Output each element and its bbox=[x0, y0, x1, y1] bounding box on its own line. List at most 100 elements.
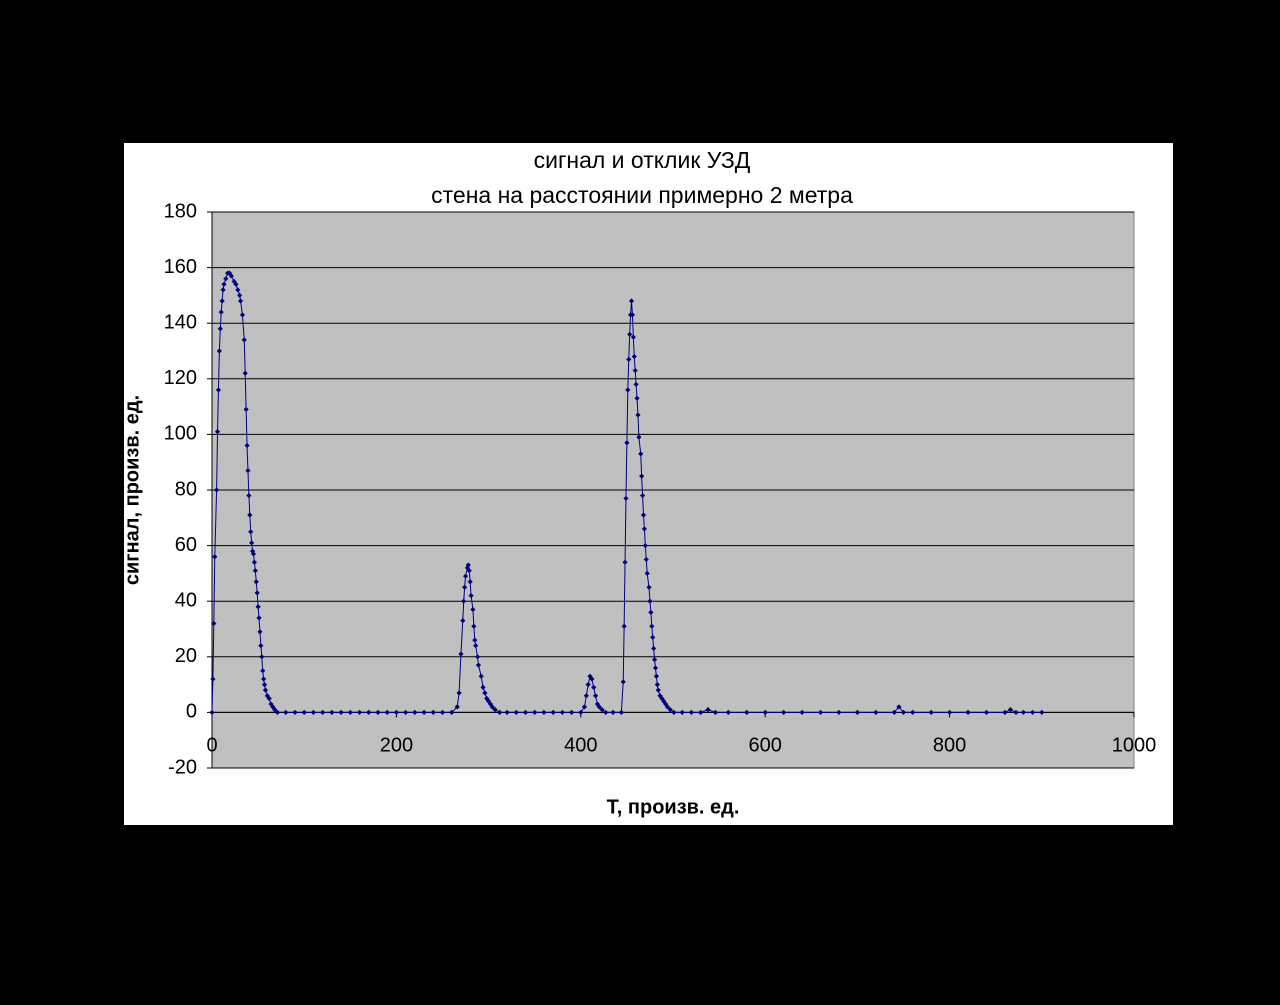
data-point bbox=[421, 709, 427, 715]
y-tick-label: 180 bbox=[164, 200, 197, 222]
data-point bbox=[492, 707, 498, 713]
data-point bbox=[347, 709, 353, 715]
y-tick-label: 120 bbox=[164, 367, 197, 389]
data-point bbox=[320, 709, 326, 715]
data-point bbox=[248, 529, 254, 535]
data-point bbox=[854, 709, 860, 715]
data-point bbox=[249, 548, 256, 554]
data-point bbox=[274, 709, 281, 715]
data-point bbox=[462, 584, 468, 590]
data-point bbox=[430, 709, 436, 715]
data-point bbox=[799, 709, 805, 715]
data-point bbox=[211, 620, 217, 627]
data-point bbox=[624, 440, 630, 446]
data-point bbox=[246, 492, 252, 499]
data-point bbox=[215, 387, 222, 393]
data-point bbox=[487, 701, 494, 707]
data-point bbox=[214, 429, 221, 435]
data-point bbox=[480, 684, 486, 690]
y-tick-label: -20 bbox=[168, 756, 197, 778]
data-point bbox=[489, 704, 495, 710]
data-point bbox=[242, 370, 248, 376]
data-point bbox=[596, 704, 602, 710]
data-point bbox=[659, 695, 665, 702]
data-point bbox=[482, 690, 488, 696]
y-tick-label: 60 bbox=[175, 534, 197, 556]
data-point bbox=[628, 298, 635, 304]
data-point bbox=[625, 387, 631, 393]
data-point bbox=[653, 673, 660, 679]
data-point bbox=[513, 709, 519, 715]
data-point bbox=[644, 570, 650, 576]
data-point bbox=[632, 367, 638, 374]
data-point bbox=[262, 687, 269, 693]
data-point bbox=[873, 709, 879, 715]
data-point bbox=[472, 637, 478, 643]
data-point bbox=[688, 709, 695, 715]
data-point bbox=[252, 568, 258, 574]
data-point bbox=[212, 554, 218, 560]
x-tick-label: 600 bbox=[749, 734, 782, 756]
data-point bbox=[214, 487, 220, 493]
data-point bbox=[258, 643, 264, 649]
data-point bbox=[651, 645, 657, 652]
data-point bbox=[762, 709, 768, 715]
data-point bbox=[504, 709, 510, 715]
data-point bbox=[900, 709, 907, 715]
data-point bbox=[251, 559, 258, 565]
data-point bbox=[254, 590, 260, 596]
data-point bbox=[470, 606, 476, 613]
data-point bbox=[221, 281, 227, 287]
data-point bbox=[465, 562, 471, 568]
data-point bbox=[233, 281, 239, 287]
data-point bbox=[652, 665, 659, 671]
data-point bbox=[1039, 709, 1045, 715]
data-point bbox=[581, 704, 588, 710]
x-tick-label: 1000 bbox=[1112, 734, 1157, 756]
data-point bbox=[384, 709, 390, 715]
data-point bbox=[228, 273, 234, 279]
data-point bbox=[468, 593, 474, 599]
data-point bbox=[226, 270, 233, 276]
data-point bbox=[292, 709, 298, 715]
data-point bbox=[1013, 709, 1019, 715]
data-point bbox=[1007, 707, 1014, 713]
data-point bbox=[642, 543, 648, 549]
y-tick-label: 0 bbox=[186, 701, 197, 723]
data-point bbox=[393, 709, 399, 715]
data-point bbox=[541, 709, 547, 715]
data-point bbox=[458, 651, 464, 657]
data-point bbox=[621, 623, 627, 629]
data-point bbox=[610, 709, 616, 715]
data-point bbox=[550, 709, 556, 715]
data-point bbox=[245, 467, 251, 474]
data-point bbox=[896, 704, 902, 710]
data-point bbox=[725, 709, 731, 715]
data-point bbox=[705, 707, 711, 713]
data-point bbox=[648, 609, 654, 615]
data-point bbox=[655, 687, 661, 693]
data-point bbox=[522, 709, 529, 715]
data-point bbox=[210, 676, 216, 682]
data-point bbox=[247, 512, 253, 518]
x-tick-label: 200 bbox=[380, 734, 413, 756]
data-point bbox=[618, 709, 624, 715]
data-point bbox=[439, 709, 446, 715]
data-point bbox=[257, 629, 263, 635]
data-point bbox=[241, 337, 247, 343]
data-point bbox=[641, 526, 648, 532]
data-point bbox=[657, 693, 663, 699]
data-point bbox=[466, 568, 472, 574]
data-point bbox=[218, 309, 224, 315]
y-tick-label: 100 bbox=[164, 423, 197, 445]
data-point bbox=[629, 312, 636, 318]
data-point bbox=[983, 709, 990, 715]
data-point bbox=[620, 679, 626, 685]
data-point bbox=[217, 326, 223, 332]
data-point bbox=[259, 654, 265, 660]
data-point bbox=[216, 348, 222, 354]
data-point bbox=[209, 709, 215, 715]
data-point bbox=[467, 579, 473, 585]
data-point bbox=[712, 709, 719, 715]
